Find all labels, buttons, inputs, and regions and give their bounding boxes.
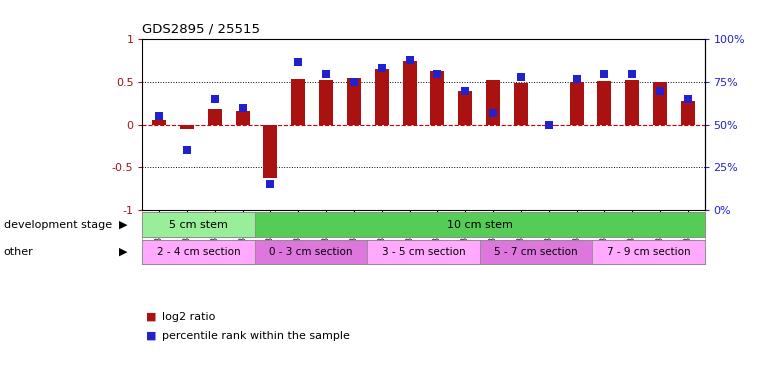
- Text: 7 - 9 cm section: 7 - 9 cm section: [607, 247, 690, 257]
- Bar: [319, 80, 333, 124]
- Text: percentile rank within the sample: percentile rank within the sample: [162, 331, 350, 340]
- Bar: [681, 101, 695, 124]
- Text: other: other: [4, 247, 34, 257]
- Text: 0 - 3 cm section: 0 - 3 cm section: [270, 247, 353, 257]
- Point: [403, 57, 416, 63]
- Text: log2 ratio: log2 ratio: [162, 312, 215, 322]
- Text: development stage: development stage: [4, 220, 112, 230]
- Text: GDS2895 / 25515: GDS2895 / 25515: [142, 22, 260, 36]
- Point: [320, 70, 333, 76]
- Point: [181, 147, 193, 153]
- Bar: [653, 82, 667, 124]
- Bar: [542, 124, 556, 126]
- Point: [292, 58, 304, 64]
- Bar: [598, 81, 611, 124]
- Bar: [347, 78, 361, 124]
- Text: ▶: ▶: [119, 247, 128, 257]
- Point: [626, 70, 638, 76]
- Text: 10 cm stem: 10 cm stem: [447, 220, 513, 230]
- Text: ■: ■: [146, 312, 157, 322]
- Point: [209, 96, 221, 102]
- Bar: [486, 80, 500, 124]
- Bar: [180, 124, 194, 129]
- Point: [236, 105, 249, 111]
- Text: 5 cm stem: 5 cm stem: [169, 220, 228, 230]
- Point: [681, 96, 694, 102]
- Text: ■: ■: [146, 331, 157, 340]
- Bar: [291, 79, 305, 124]
- Bar: [236, 111, 249, 125]
- Bar: [403, 61, 417, 124]
- Bar: [570, 82, 584, 124]
- Text: ▶: ▶: [119, 220, 128, 230]
- Bar: [375, 69, 389, 124]
- Point: [543, 122, 555, 128]
- Point: [376, 65, 388, 71]
- Point: [571, 76, 583, 82]
- Point: [487, 110, 499, 116]
- Point: [598, 70, 611, 76]
- Bar: [263, 124, 277, 178]
- Point: [431, 70, 444, 76]
- Point: [348, 79, 360, 85]
- Point: [514, 74, 527, 80]
- Point: [153, 113, 166, 119]
- Point: [654, 88, 666, 94]
- Bar: [152, 120, 166, 124]
- Bar: [430, 71, 444, 124]
- Bar: [458, 91, 472, 124]
- Bar: [208, 110, 222, 125]
- Bar: [625, 80, 639, 124]
- Point: [264, 182, 276, 188]
- Text: 2 - 4 cm section: 2 - 4 cm section: [157, 247, 240, 257]
- Text: 3 - 5 cm section: 3 - 5 cm section: [382, 247, 465, 257]
- Bar: [514, 83, 528, 124]
- Text: 5 - 7 cm section: 5 - 7 cm section: [494, 247, 578, 257]
- Point: [459, 88, 471, 94]
